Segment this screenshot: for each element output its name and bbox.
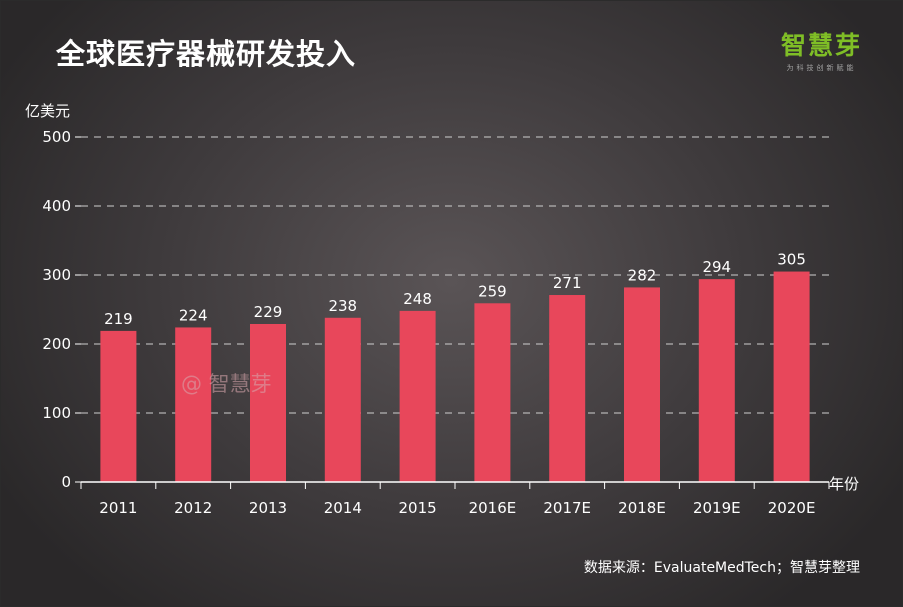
bar [773,271,810,482]
x-tick-label: 2018E [618,499,666,517]
brand-logo: 智慧芽 为科技创新赋能 [781,31,862,73]
bar [624,287,660,482]
data-label: 294 [702,258,731,276]
bar [399,310,436,482]
data-label: 271 [553,274,582,292]
x-tick-label: 2014 [324,499,362,517]
data-label: 238 [328,297,357,315]
x-tick-label: 2020E [768,499,816,517]
x-tick-label: 2016E [469,499,517,517]
data-label: 248 [403,290,432,308]
x-tick-label: 2015 [399,499,437,517]
data-labels: 219 224 229 238 248 259 271 282 294 305 [104,251,806,328]
x-tick-label: 2011 [99,499,137,517]
y-axis-label: 亿美元 [25,102,70,120]
data-label: 224 [179,306,208,324]
data-label: 259 [478,282,507,300]
y-tick-label: 200 [42,335,71,353]
bar [474,303,511,482]
watermark: @ 智慧芽 [181,372,272,396]
x-tick-label: 2013 [249,499,287,517]
bars [100,271,810,482]
brand-tagline: 为科技创新赋能 [786,64,857,72]
brand-logo-text: 智慧芽 [780,31,862,60]
x-axis-label: 年份 [829,475,859,493]
y-axis-ticks: 0 100 200 300 400 500 [42,128,81,491]
bar [698,279,735,482]
bar [175,327,212,482]
y-tick-label: 300 [42,266,71,284]
bar [100,330,137,482]
y-tick-label: 100 [42,404,71,422]
x-tick-label: 2012 [174,499,212,517]
y-tick-label: 0 [61,473,71,491]
data-label: 305 [777,251,806,269]
bar [549,295,586,482]
data-label: 219 [104,310,133,328]
source-note: 数据来源：EvaluateMedTech；智慧芽整理 [583,560,860,576]
bar [250,323,286,482]
y-tick-label: 500 [42,128,71,146]
data-label: 229 [254,303,283,321]
data-label: 282 [628,266,657,284]
y-tick-label: 400 [42,197,71,215]
x-tick-label: 2019E [693,499,741,517]
x-axis: 2011 2012 2013 2014 2015 2016E 2017E 2018E 2019E… [80,481,830,517]
chart-title: 全球医疗器械研发投入 [56,37,357,71]
bar [324,317,361,482]
x-tick-label: 2017E [543,499,591,517]
